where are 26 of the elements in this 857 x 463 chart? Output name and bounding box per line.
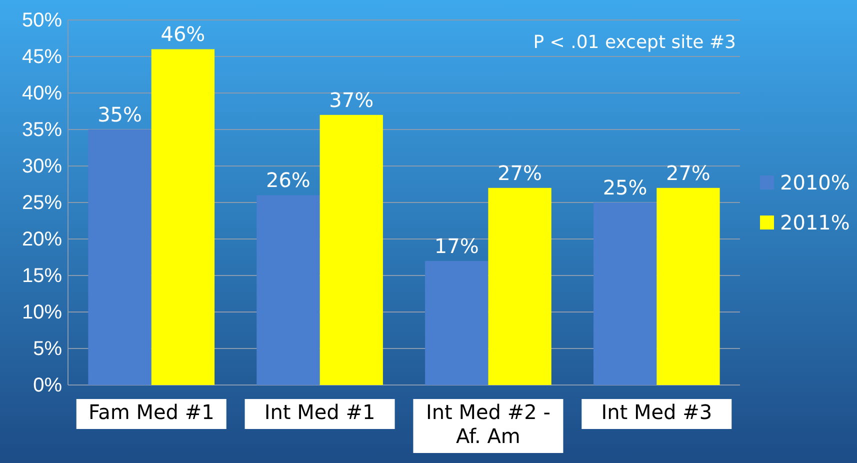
y-tick-label: 15% <box>22 264 62 287</box>
x-tick-label: Int Med #3 <box>601 400 712 424</box>
y-tick-label: 0% <box>33 374 62 396</box>
y-tick-label: 30% <box>22 155 62 178</box>
data-label: 37% <box>329 88 374 112</box>
y-tick-label: 35% <box>22 118 62 141</box>
y-tick-label: 50% <box>22 9 62 32</box>
data-label: 27% <box>498 160 542 185</box>
legend-label: 2010% <box>780 170 850 194</box>
y-tick-label: 40% <box>22 82 62 104</box>
y-tick-label: 25% <box>22 192 62 214</box>
data-label: 35% <box>98 102 142 126</box>
data-label: 25% <box>602 176 648 200</box>
x-tick-label: Int Med #1 <box>264 400 376 424</box>
data-label: 27% <box>666 160 710 185</box>
x-tick-label: Fam Med #1 <box>88 400 214 424</box>
data-label: 17% <box>434 234 479 258</box>
legend-label: 2011% <box>780 210 850 234</box>
annotation: P < .01 except site #3 <box>533 32 736 53</box>
data-label: 46% <box>160 22 206 46</box>
y-tick-label: 5% <box>33 338 62 360</box>
x-tick-label: Int Med #2 - Af. Am <box>426 400 550 448</box>
y-tick-label: 10% <box>22 301 62 324</box>
data-label: 26% <box>266 168 310 192</box>
y-tick-label: 45% <box>22 46 62 68</box>
y-tick-label: 20% <box>22 228 62 250</box>
